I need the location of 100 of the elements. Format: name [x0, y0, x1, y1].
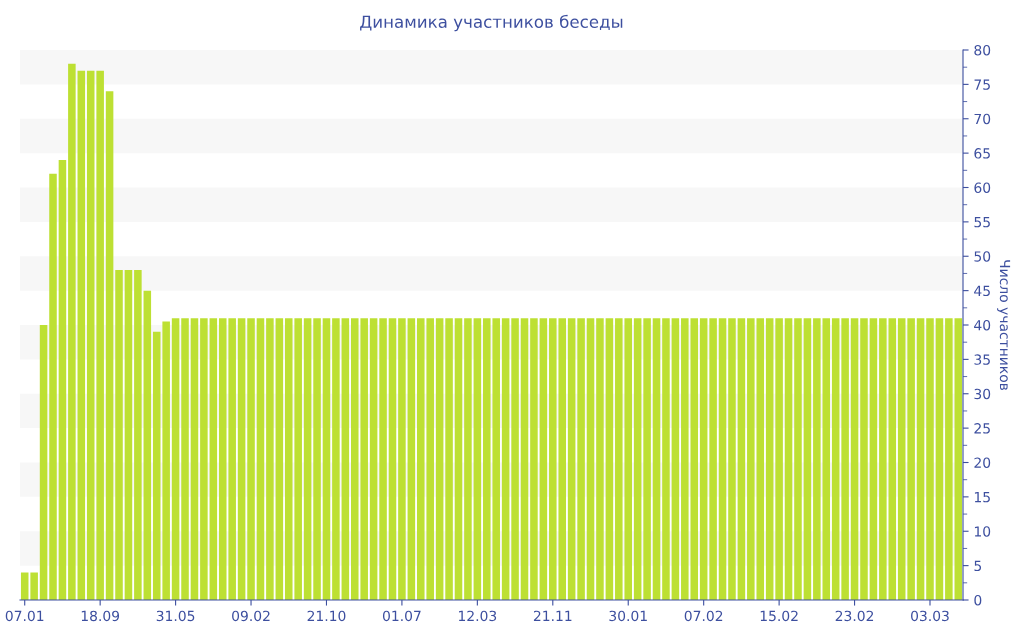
bar: [435, 318, 444, 600]
bar: [445, 318, 453, 600]
y-tick-label: 20: [974, 457, 991, 468]
bar: [803, 318, 812, 600]
x-tick-label: 21.11: [533, 610, 572, 621]
x-tick-label: 21.10: [307, 610, 346, 622]
bar: [888, 318, 897, 600]
bar: [926, 318, 934, 600]
bar: [577, 318, 585, 600]
bar: [464, 318, 472, 600]
y-axis-title: Число участников: [997, 260, 1011, 391]
bar: [586, 318, 595, 600]
bar: [86, 70, 95, 600]
bar: [398, 318, 406, 600]
bar: [190, 318, 199, 600]
x-tick-label: 07.02: [684, 610, 723, 622]
y-tick-label: 45: [974, 285, 990, 297]
bar: [897, 318, 906, 600]
x-tick-label: 07.01: [5, 610, 44, 622]
y-tick-label: 70: [974, 113, 991, 125]
chart-title: Динамика участников беседы: [360, 14, 623, 32]
x-tick-label: 30.01: [609, 610, 647, 622]
bar: [699, 318, 708, 600]
bar: [209, 318, 218, 600]
bar: [737, 318, 746, 600]
bar: [275, 318, 284, 600]
bar: [869, 318, 878, 600]
bar: [341, 318, 350, 600]
bar: [633, 318, 642, 600]
bar: [954, 318, 963, 600]
bar: [596, 318, 604, 600]
bar: [784, 318, 793, 600]
y-tick-label: 30: [974, 388, 991, 400]
y-tick-label: 0: [974, 594, 982, 606]
bar: [124, 270, 133, 600]
bar: [511, 318, 519, 600]
bar: [49, 173, 57, 600]
bar: [115, 270, 123, 600]
bar: [407, 318, 416, 600]
y-tick-label: 50: [974, 251, 991, 262]
bar: [58, 160, 67, 600]
bar: [709, 318, 717, 600]
x-tick-label: 03.03: [911, 610, 949, 622]
bar: [200, 318, 208, 600]
bar: [388, 318, 397, 600]
bar: [728, 318, 736, 600]
x-tick-label: 15.02: [760, 610, 798, 622]
bar: [68, 63, 76, 600]
x-tick-label: 18.09: [81, 610, 120, 622]
x-tick-label: 01.07: [382, 610, 421, 622]
y-tick-label: 80: [974, 44, 991, 56]
bar: [96, 70, 104, 600]
bar: [945, 318, 953, 600]
bar: [171, 318, 180, 600]
bar: [30, 572, 38, 600]
x-tick-label: 31.05: [156, 610, 195, 622]
bar: [567, 318, 576, 600]
x-tick-label: 09.02: [232, 610, 270, 622]
bar: [322, 318, 331, 600]
bar: [134, 270, 142, 600]
bar: [143, 290, 152, 600]
bar: [907, 318, 915, 600]
bar: [39, 325, 48, 600]
bar: [794, 318, 802, 600]
bar: [501, 318, 510, 600]
bar: [935, 318, 944, 600]
bar: [105, 91, 114, 600]
bar: [831, 318, 840, 600]
bar: [841, 318, 849, 600]
bar: [454, 318, 463, 600]
y-tick-label: 25: [974, 423, 990, 434]
y-tick-label: 10: [974, 526, 991, 537]
bar: [313, 318, 321, 600]
bar: [879, 318, 887, 600]
bar: [765, 318, 774, 600]
bar: [916, 318, 925, 600]
bar: [332, 318, 340, 600]
bar: [530, 318, 538, 600]
bar: [605, 318, 614, 600]
bar: [860, 318, 868, 600]
bar: [473, 318, 482, 600]
bar: [718, 318, 727, 600]
y-tick-label: 75: [974, 79, 990, 90]
bar: [181, 318, 189, 600]
bar: [643, 318, 651, 600]
bar: [237, 318, 246, 600]
bar: [369, 318, 378, 600]
bar: [652, 318, 661, 600]
y-tick-label: 65: [974, 148, 990, 159]
bar: [850, 318, 859, 600]
y-tick-label: 40: [974, 319, 991, 331]
bar: [379, 318, 387, 600]
bar: [303, 318, 312, 600]
x-tick-label: 12.03: [459, 610, 497, 622]
y-tick-label: 5: [974, 560, 982, 572]
bar: [266, 318, 274, 600]
bar: [77, 70, 86, 600]
bar: [539, 318, 548, 600]
y-tick-label: 35: [974, 354, 990, 365]
bar: [775, 318, 783, 600]
